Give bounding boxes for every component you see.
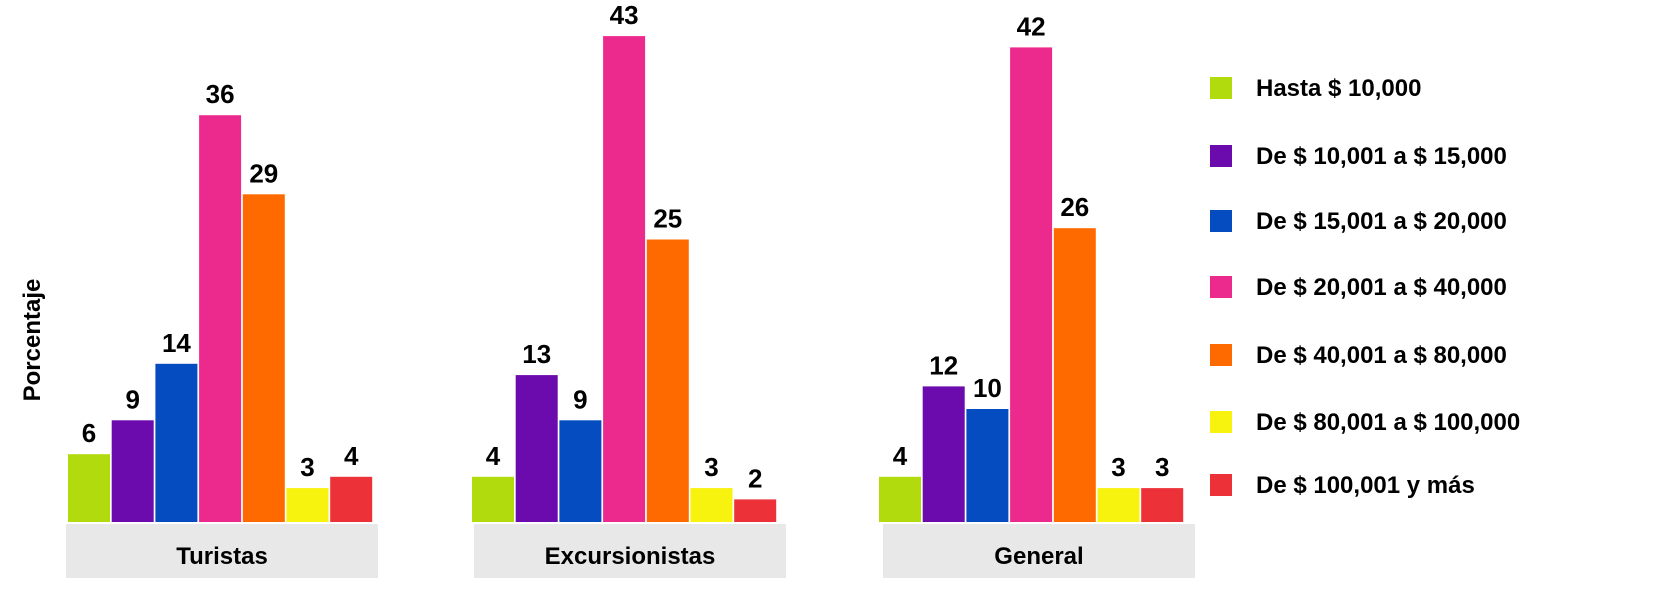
legend-swatch (1210, 145, 1232, 167)
category-label: Turistas (176, 543, 268, 570)
legend: Hasta $ 10,000 De $ 10,001 a $ 15,000 De $… (1210, 75, 1520, 499)
data-label: 6 (82, 418, 96, 448)
data-label: 3 (1155, 452, 1169, 482)
data-label: 3 (1111, 452, 1125, 482)
bar-general-3 (1010, 47, 1053, 523)
bar-excursionistas-2 (559, 420, 602, 522)
category-band-2 (883, 524, 1195, 578)
legend-swatch (1210, 411, 1232, 433)
bar-turistas-2 (155, 363, 198, 522)
data-label: 12 (929, 350, 958, 380)
legend-swatch (1210, 276, 1232, 298)
bar-excursionistas-6 (734, 499, 777, 522)
bar-excursionistas-1 (515, 375, 558, 522)
legend-label: De $ 10,001 a $ 15,000 (1256, 143, 1507, 170)
data-label: 26 (1060, 192, 1089, 222)
category-label: General (994, 543, 1083, 570)
bar-turistas-6 (330, 476, 373, 522)
bar-general-2 (966, 409, 1009, 522)
bar-excursionistas-3 (603, 36, 646, 522)
bar-general-5 (1097, 488, 1140, 522)
data-label: 9 (125, 384, 139, 414)
data-label: 4 (893, 441, 908, 471)
data-label: 13 (522, 339, 551, 369)
bar-turistas-3 (199, 115, 242, 522)
category-band-1 (474, 524, 786, 578)
legend-swatch (1210, 210, 1232, 232)
bar-general-1 (922, 386, 965, 522)
legend-swatch (1210, 344, 1232, 366)
legend-label: Hasta $ 10,000 (1256, 75, 1421, 102)
data-label: 4 (486, 441, 501, 471)
legend-label: De $ 20,001 a $ 40,000 (1256, 274, 1507, 301)
bar-general-6 (1141, 488, 1184, 522)
data-label: 10 (973, 373, 1002, 403)
legend-label: De $ 15,001 a $ 20,000 (1256, 208, 1507, 235)
category-band-0 (66, 524, 378, 578)
data-label: 3 (704, 452, 718, 482)
bar-general-4 (1053, 228, 1096, 522)
bar-excursionistas-0 (472, 476, 514, 522)
legend-label: De $ 100,001 y más (1256, 472, 1475, 499)
bar-turistas-1 (111, 420, 154, 522)
data-label: 2 (748, 463, 762, 493)
bar-excursionistas-4 (646, 239, 689, 522)
data-label: 9 (573, 384, 587, 414)
data-label: 4 (344, 441, 359, 471)
y-axis-label: Porcentaje (19, 279, 46, 402)
legend-swatch (1210, 77, 1232, 99)
bar-excursionistas-5 (690, 488, 733, 522)
legend-label: De $ 80,001 a $ 100,000 (1256, 409, 1520, 436)
data-label: 42 (1017, 11, 1046, 41)
legend-label: De $ 40,001 a $ 80,000 (1256, 342, 1507, 369)
bar-turistas-4 (242, 194, 285, 523)
data-label: 25 (653, 204, 682, 234)
data-label: 36 (206, 79, 235, 109)
data-label: 29 (249, 158, 278, 188)
category-label: Excursionistas (545, 543, 716, 570)
bar-turistas-5 (286, 488, 329, 522)
category-bands: Turistas Excursionistas General (66, 524, 1195, 578)
data-label: 14 (162, 328, 191, 358)
bar-turistas-0 (68, 454, 110, 522)
legend-swatch (1210, 474, 1232, 496)
data-label: 43 (610, 0, 639, 30)
data-label: 3 (300, 452, 314, 482)
bar-general-0 (879, 476, 921, 522)
